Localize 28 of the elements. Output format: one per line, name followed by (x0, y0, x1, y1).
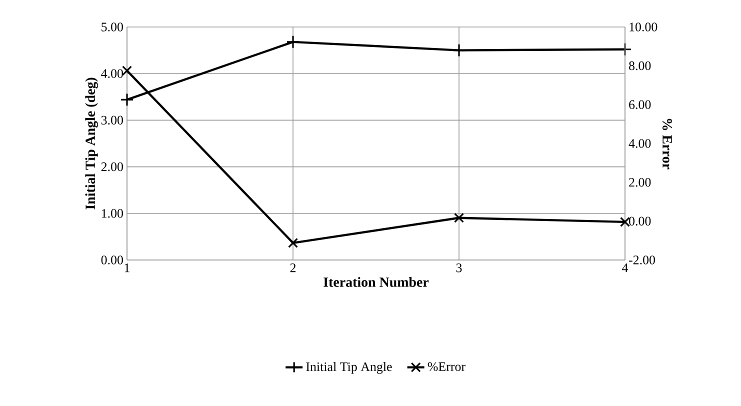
x-tick-label: 4 (622, 264, 628, 272)
y-tick-label: 1.00 (102, 209, 123, 218)
y-tick-label: 5.00 (102, 22, 123, 32)
point (452, 44, 466, 58)
x-tick-label: 1 (124, 264, 130, 272)
x-tick-label: 2 (290, 264, 296, 272)
legend-label: Initial Tip Angle (306, 362, 392, 374)
point (454, 212, 464, 223)
y2-tick-label: 2.00 (629, 178, 651, 187)
y-tick-label: 2.00 (101, 162, 123, 172)
y2-tick-label: 8.00 (629, 61, 651, 70)
y-tick-label: 0.00 (101, 256, 123, 264)
y2-tick-label: -2.00 (629, 256, 656, 264)
y2-tick-label: 4.00 (628, 139, 651, 148)
x-axis-title: Iteration Number (324, 277, 429, 287)
point (120, 92, 134, 106)
point (288, 238, 298, 248)
point (286, 35, 300, 49)
x-tick-label: 3 (456, 264, 462, 272)
y-axis-title: Initial Tip Angle (deg) (85, 78, 98, 210)
y2-tick-label: 6.00 (629, 100, 651, 110)
y-tick-label: 3.00 (101, 116, 123, 125)
legend-label: %Error (428, 362, 466, 372)
y2-axis-title: % Error (662, 118, 672, 170)
point (122, 66, 132, 76)
y2-tick-label: 10.00 (630, 22, 658, 32)
y2-tick-label: 0.00 (629, 216, 651, 226)
y-tick-label: 4.00 (101, 69, 123, 78)
